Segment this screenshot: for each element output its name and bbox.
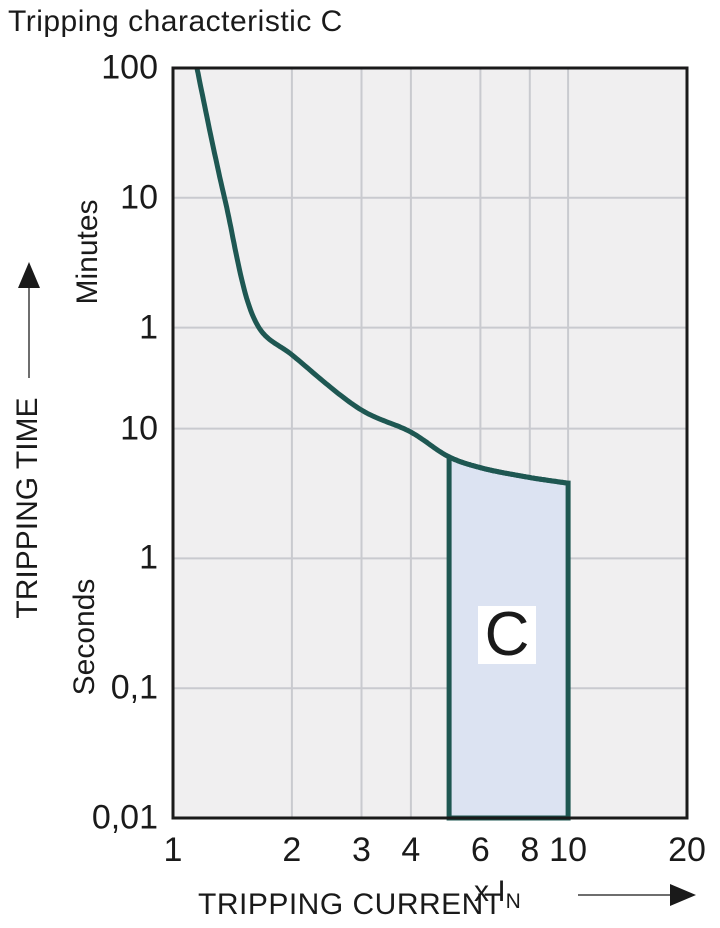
y-unit-label-seconds: Seconds xyxy=(68,578,101,696)
plot-area xyxy=(171,66,689,821)
x-tick-label: 6 xyxy=(470,831,490,869)
x-multiplier-subscript: N xyxy=(505,890,521,913)
y-tick-label: 0,1 xyxy=(110,668,158,707)
x-tick-label: 8 xyxy=(520,831,540,869)
y-axis-arrowhead-icon xyxy=(18,262,40,288)
x-tick-label: 20 xyxy=(668,831,706,869)
x-tick-label: 10 xyxy=(549,831,588,869)
y-tick-label: 1 xyxy=(139,308,158,347)
y-tick-label: 10 xyxy=(120,178,158,217)
x-axis-multiplier: x IN xyxy=(474,875,521,912)
y-axis-arrow-icon xyxy=(28,288,30,378)
y-unit-label-minutes: Minutes xyxy=(71,199,104,305)
y-tick-label: 100 xyxy=(101,48,158,87)
x-tick-label: 4 xyxy=(401,831,421,869)
region-c-label: C xyxy=(478,604,536,666)
y-axis-title: TRIPPING TIME xyxy=(11,397,44,619)
x-tick-label: 2 xyxy=(282,831,302,869)
y-tick-label: 10 xyxy=(120,409,158,448)
x-axis-arrow-icon xyxy=(578,894,672,896)
x-tick-label: 3 xyxy=(352,831,371,869)
y-tick-label: 0,01 xyxy=(91,798,158,837)
y-tick-label: 1 xyxy=(139,538,158,577)
x-tick-label: 1 xyxy=(163,831,183,869)
plot-border xyxy=(171,66,689,820)
x-axis-title: TRIPPING CURRENT xyxy=(198,888,503,921)
x-multiplier-text: x I xyxy=(474,875,506,908)
x-axis-arrowhead-icon xyxy=(670,884,696,906)
characteristic-curve xyxy=(194,67,569,486)
chart-title: Tripping characteristic C xyxy=(8,5,343,38)
